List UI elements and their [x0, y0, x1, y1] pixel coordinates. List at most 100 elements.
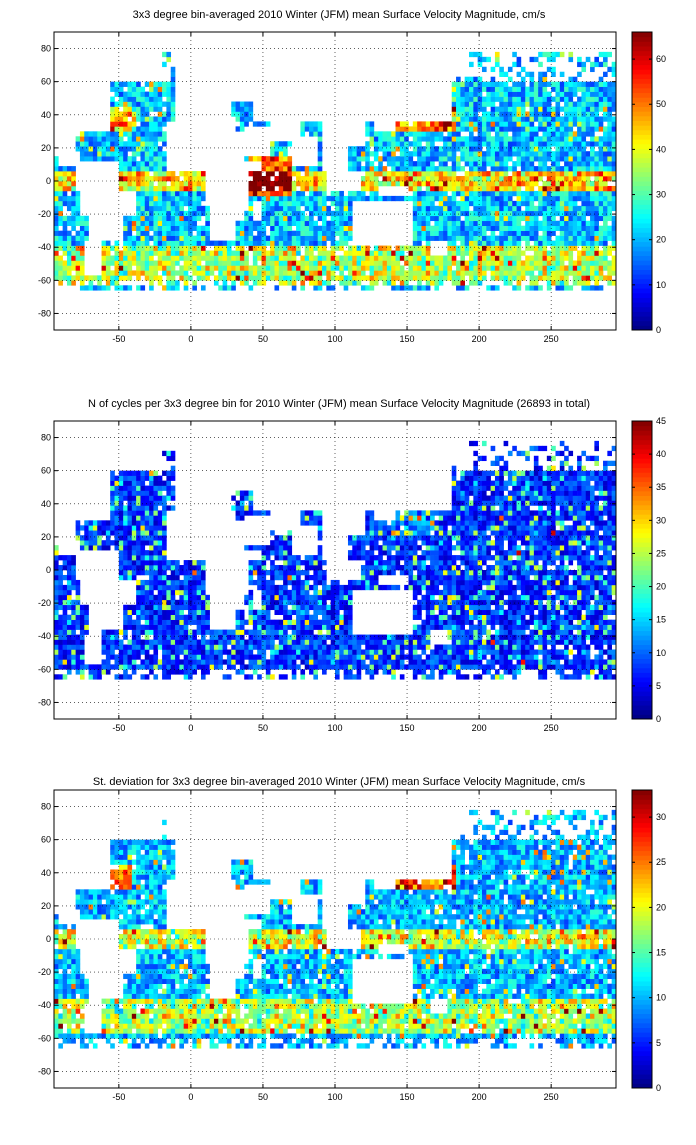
heatmap-cell [586, 102, 591, 107]
heatmap-cell [274, 625, 279, 630]
heatmap-cell [391, 260, 396, 265]
heatmap-cell [452, 201, 457, 206]
heatmap-cell [465, 102, 470, 107]
heatmap-cell [383, 256, 388, 261]
heatmap-cell [214, 275, 219, 280]
heatmap-cell [292, 669, 297, 674]
heatmap-cell [201, 196, 206, 201]
heatmap-cell [262, 256, 267, 261]
heatmap-cell [153, 87, 158, 92]
heatmap-cell [413, 181, 418, 186]
heatmap-cell [80, 620, 85, 625]
heatmap-cell [603, 141, 608, 146]
heatmap-cell [374, 131, 379, 136]
heatmap-cell [456, 211, 461, 216]
heatmap-cell [607, 231, 612, 236]
heatmap-cell [292, 625, 297, 630]
heatmap-cell [473, 82, 478, 87]
heatmap-cell [158, 625, 163, 630]
heatmap-cell [123, 630, 128, 635]
heatmap-cell [335, 640, 340, 645]
heatmap-cell [287, 216, 292, 221]
heatmap-cell [136, 246, 141, 251]
heatmap-cell [512, 181, 517, 186]
heatmap-cell [413, 645, 418, 650]
heatmap-cell [357, 166, 362, 171]
heatmap-cell [413, 126, 418, 131]
heatmap-cell [486, 156, 491, 161]
heatmap-cell [352, 654, 357, 659]
heatmap-cell [586, 285, 591, 290]
heatmap-cell [270, 211, 275, 216]
heatmap-cell [594, 236, 599, 241]
heatmap-cell [339, 625, 344, 630]
heatmap-cell [594, 640, 599, 645]
heatmap-cell [391, 161, 396, 166]
heatmap-cell [158, 171, 163, 176]
heatmap-cell [439, 201, 444, 206]
heatmap-cell [179, 640, 184, 645]
heatmap-cell [370, 141, 375, 146]
heatmap-cell [460, 221, 465, 226]
heatmap-cell [67, 256, 72, 261]
heatmap-cell [63, 265, 68, 270]
heatmap-cell [543, 270, 548, 275]
heatmap-cell [318, 166, 323, 171]
heatmap-cell [543, 126, 548, 131]
heatmap-cell [76, 221, 81, 226]
heatmap-cell [469, 171, 474, 176]
heatmap-cell [335, 275, 340, 280]
heatmap-cell [309, 196, 314, 201]
heatmap-cell [309, 260, 314, 265]
heatmap-cell [262, 226, 267, 231]
heatmap-cell [456, 640, 461, 645]
heatmap-cell [300, 191, 305, 196]
heatmap-cell [594, 111, 599, 116]
heatmap-cell [577, 270, 582, 275]
heatmap-cell [175, 216, 180, 221]
heatmap-cell [517, 191, 522, 196]
heatmap-cell [469, 251, 474, 256]
heatmap-cell [102, 669, 107, 674]
heatmap-cell [517, 92, 522, 97]
heatmap-cell [525, 102, 530, 107]
heatmap-cell [158, 226, 163, 231]
heatmap-cell [115, 640, 120, 645]
heatmap-cell [491, 87, 496, 92]
heatmap-cell [158, 246, 163, 251]
heatmap-cell [568, 640, 573, 645]
heatmap-cell [331, 236, 336, 241]
heatmap-cell [400, 166, 405, 171]
heatmap-cell [521, 640, 526, 645]
heatmap-cell [76, 146, 81, 151]
heatmap-cell [547, 111, 552, 116]
heatmap-cell [184, 236, 189, 241]
heatmap-cell [443, 664, 448, 669]
heatmap-cell [434, 659, 439, 664]
heatmap-cell [517, 270, 522, 275]
heatmap-cell [140, 107, 145, 112]
heatmap-cell [404, 270, 409, 275]
heatmap-cell [426, 141, 431, 146]
heatmap-cell [123, 236, 128, 241]
heatmap-cell [188, 674, 193, 679]
heatmap-cell [370, 285, 375, 290]
heatmap-cell [577, 141, 582, 146]
heatmap-cell [482, 260, 487, 265]
heatmap-cell [115, 102, 120, 107]
heatmap-cell [417, 196, 422, 201]
heatmap-cell [205, 221, 210, 226]
heatmap-cell [244, 280, 249, 285]
colorbar-swatch [632, 125, 652, 130]
heatmap-cell [512, 645, 517, 650]
heatmap-cell [54, 226, 59, 231]
heatmap-cell [84, 630, 89, 635]
heatmap-cell [253, 635, 258, 640]
heatmap-cell [365, 265, 370, 270]
heatmap-cell [344, 256, 349, 261]
heatmap-cell [175, 635, 180, 640]
heatmap-cell [197, 201, 202, 206]
heatmap-cell [322, 246, 327, 251]
heatmap-cell [54, 161, 59, 166]
heatmap-cell [525, 111, 530, 116]
